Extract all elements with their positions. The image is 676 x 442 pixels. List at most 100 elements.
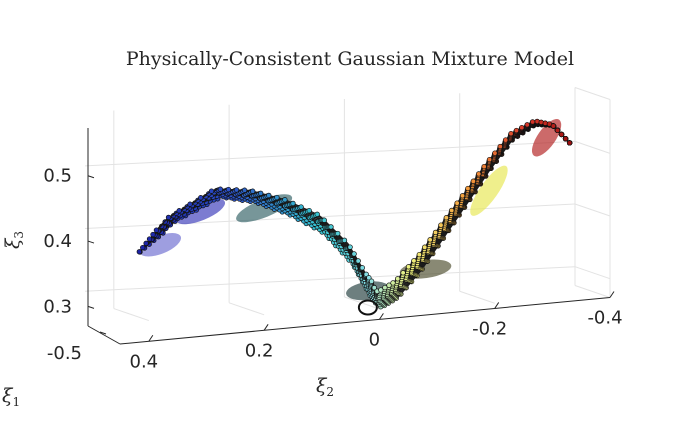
trajectory-point [427,237,433,243]
trajectory-point [217,186,224,192]
z-tick-mark [87,305,95,309]
grid-top-right-edge [574,87,611,100]
trajectory-point [143,240,149,246]
y-tick-label: 0.2 [245,340,274,361]
z-tick-label: 0.5 [43,166,72,187]
grid-line-floor [574,285,611,298]
trajectory-point [476,171,482,177]
trajectory-point [136,249,142,255]
trajectory-point [140,244,146,251]
trajectory-point [449,207,455,214]
trajectory-point [438,222,444,228]
z-axis-label-group: ξ3 [2,231,26,249]
trajectory-point [550,123,557,129]
trajectory-point [225,186,232,193]
trajectory-point [198,195,204,201]
trajectory-point [386,282,392,288]
trajectory-point [382,284,388,291]
trajectory-point [422,244,428,250]
x-axis-label-subscript: 1 [12,395,20,409]
trajectory-point [146,236,153,242]
trajectory-point [390,280,396,286]
trajectory-point [208,188,215,194]
z-axis-label: ξ3 [2,231,26,249]
z-tick-mark [87,175,95,179]
trajectory-point [187,201,193,207]
trajectory-point [258,190,264,196]
trajectory-point [554,127,561,134]
gaussian-ellipse [470,165,508,216]
y-axis-label-subscript: 2 [326,385,334,399]
trajectory-point [250,188,256,194]
trajectory-point [328,224,334,230]
trajectory-point [176,208,182,214]
trajectory-point [566,140,573,146]
grid-line-floor [459,290,495,304]
trajectory-point [432,229,439,236]
y-tick-label: 0 [369,329,380,350]
trajectory-point [153,227,160,233]
trajectory-point [558,131,565,138]
trajectory-point [162,219,168,225]
trajectory-point [400,270,406,276]
trajectory-point [347,244,353,250]
trajectory-point [508,130,514,137]
trajectory-point [454,200,460,206]
trajectory-point [233,187,240,193]
trajectory-point [486,156,493,163]
trajectory-point [274,194,280,201]
trajectory-point [351,251,357,257]
x-axis-label: ξ1 [2,385,20,409]
trajectory-point [378,287,384,293]
trajectory-point [502,137,509,143]
trajectory-point [368,278,375,284]
trajectory-point [405,264,412,270]
y-tick-mark [378,313,384,320]
trajectory-point [481,163,487,170]
trajectory-point [150,231,156,238]
x-tick-mark [99,331,107,335]
chart-title: Physically-Consistent Gaussian Mixture M… [126,48,574,70]
grid-line-horizontal-back [84,140,576,167]
gaussian-components [139,118,562,301]
trajectory-point [335,230,341,237]
y-tick-label: -0.2 [472,318,507,339]
trajectory-point [524,122,530,128]
trajectory-point [459,193,466,199]
x-axis-line [87,325,121,345]
grid-line-floor [113,308,149,322]
grid-line-floor [228,302,265,316]
y-tick-mark [148,334,154,342]
x-tick-label: -0.5 [47,343,82,364]
axes-grid [84,87,611,322]
z-tick-label: 0.4 [43,231,72,252]
z-tick-label: 0.3 [43,296,72,317]
trajectory-point [341,237,348,243]
trajectory-point [359,265,365,271]
axes: 0.4 0.2 0 -0.2 -0.4 0.5 0.4 0.3 -0.5 [43,128,623,372]
trajectory-point [371,285,377,291]
y-tick-label: 0.4 [130,351,159,372]
grid-line-right-wall [574,140,611,154]
z-axis-label-symbol: ξ [2,237,24,249]
y-tick-label: -0.4 [587,308,622,329]
y-tick-mark [263,324,269,331]
trajectory-point [443,215,449,221]
y-axis-label-symbol: ξ [316,375,328,397]
trajectory-point [298,204,304,210]
y-axis-line [119,297,611,345]
x-axis-label-symbol: ξ [2,385,14,407]
y-axis-label: ξ2 [316,375,334,399]
trajectory-point [266,192,272,199]
trajectory-point [321,217,327,223]
y-tick-mark [609,291,615,298]
trajectory-point [416,251,422,258]
trajectory-point [411,258,417,264]
trajectory-point [290,200,296,207]
grid-line-right-wall [574,203,611,217]
trajectory-point [355,258,361,264]
grid-line-right-wall [574,266,611,280]
attractor-marker [357,299,378,316]
trajectory-point [363,271,369,277]
